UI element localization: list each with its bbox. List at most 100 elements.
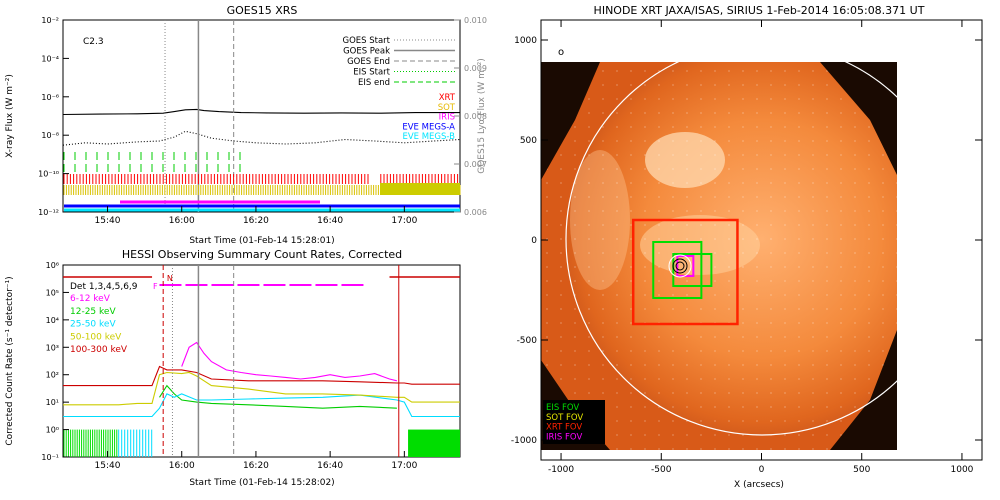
goes-y2tick-label: 0.006	[464, 208, 487, 217]
fov-box-1	[652, 241, 703, 299]
hinode-ytick-label: 1000	[514, 36, 537, 46]
hessi-ytick-label: 10³	[46, 343, 59, 352]
goes-title: GOES15 XRS	[227, 4, 298, 17]
hinode-panel: HINODE XRT JAXA/ISAS, SIRIUS 1-Feb-2014 …	[511, 4, 983, 490]
hessi-ytick-label: 10⁵	[46, 288, 59, 297]
hessi-legend-label: 6-12 keV	[70, 294, 111, 304]
hessi-ylabel: Corrected Count Rate (s⁻¹ detector⁻¹)	[5, 276, 15, 445]
hessi-xtick-label: 16:40	[317, 461, 343, 471]
goes-legend-label: EVE MEGS-B	[402, 132, 455, 142]
hessi-xtick-label: 15:40	[95, 461, 121, 471]
dark-corner-se	[830, 330, 897, 450]
goes-y2label: GOES15 Lyα Flux (W m⁻²)	[477, 58, 487, 174]
contour-mid	[672, 258, 688, 274]
hinode-corner-marker: o	[558, 47, 564, 58]
goes-y2tick-label: 0.007	[464, 160, 487, 169]
goes-ytick-label: 10⁻⁸	[41, 131, 59, 140]
hinode-legend-label: XRT FOV	[546, 423, 582, 433]
goes-ylabel: X-ray Flux (W m⁻²)	[5, 74, 15, 158]
goes-legend-label: GOES Peak	[343, 47, 390, 57]
goes-axes: 15:40 16:00 16:20 16:40 17:00 10⁻¹² 10⁻¹⁰ 10⁻⁸ 1…	[38, 16, 487, 226]
goes-legend-label: GOES End	[347, 57, 390, 67]
goes-legend-label: XRT	[439, 93, 456, 103]
hessi-xlabel: Start Time (01-Feb-14 15:28:02)	[189, 478, 334, 488]
hinode-image	[541, 62, 897, 450]
goes-ytick-label: 10⁻⁴	[41, 54, 59, 63]
hessi-legend-label: 25-50 keV	[70, 320, 116, 330]
goes-panel: GOES15 XRS 15:40 16:00 16:20 16:40 17:00 10⁻¹…	[5, 4, 487, 246]
goes-xtick-label: 16:00	[169, 216, 195, 226]
goes-legend-label: GOES Start	[342, 36, 390, 46]
hinode-legend-label: EIS FOV	[546, 403, 579, 413]
hessi-ytick-label: 10⁴	[46, 316, 59, 325]
hinode-xtick-label: 500	[853, 465, 870, 475]
hessi-ytick-label: 10²	[46, 371, 59, 380]
hinode-legend-label: SOT FOV	[546, 413, 583, 423]
goes-legend-label: EIS Start	[353, 68, 390, 78]
hessi-legend-label: 100-300 keV	[70, 345, 128, 355]
hinode-xlabel: X (arcsecs)	[734, 480, 784, 490]
hinode-ytick-label: 0	[531, 236, 537, 246]
fov-box-0	[631, 218, 739, 326]
solar-limb	[565, 62, 897, 436]
goes-y2tick-label: 0.010	[464, 16, 487, 25]
hinode-xtick-label: -500	[651, 465, 672, 475]
goes-marks	[62, 20, 461, 212]
fov-box-2	[672, 253, 713, 287]
hessi-ytick-label: 10⁰	[46, 426, 59, 435]
dark-corner-nw	[541, 62, 600, 180]
hinode-xtick-label: -1000	[548, 465, 574, 475]
goes-legend-label: EVE MEGS-A	[402, 122, 455, 132]
goes-ytick-label: 10⁻⁶	[41, 93, 59, 102]
hinode-xtick-label: 0	[759, 465, 765, 475]
goes-xtick-label: 16:40	[317, 216, 343, 226]
dark-corner-ne	[820, 62, 897, 175]
hinode-title: HINODE XRT JAXA/ISAS, SIRIUS 1-Feb-2014 …	[594, 4, 925, 17]
goes-ytick-label: 10⁻¹⁰	[38, 170, 59, 179]
goes-series-line-0	[62, 108, 460, 116]
goes-legend-label: IRIS	[439, 113, 455, 123]
hinode-ytick-label: -1000	[511, 436, 537, 446]
goes-flare-class: C2.3	[83, 37, 104, 47]
goes-series-line-1	[62, 130, 461, 146]
goes-xlabel: Start Time (01-Feb-14 15:28:01)	[189, 236, 334, 246]
hinode-legend-bg	[543, 400, 605, 444]
contour-inner	[675, 261, 685, 271]
hessi-ytick-label: 10⁶	[46, 261, 59, 270]
hessi-series-line-3	[63, 371, 460, 406]
goes-y2tick-label: 0.009	[464, 64, 487, 73]
hessi-series-line-2	[63, 393, 460, 418]
hessi-green-block	[408, 429, 460, 457]
goes-y2tick-label: 0.008	[464, 112, 487, 121]
hessi-axes: 15:40 16:00 16:20 16:40 17:00 10⁻¹ 10⁰ 10¹ 10² 10…	[41, 261, 417, 471]
hessi-series-line-4	[63, 365, 460, 387]
hessi-series-line-0	[181, 341, 398, 382]
hinode-axes: -1000 -500 0 500 1000 1000 500 0 -500 -1000	[511, 20, 982, 475]
hessi-legend-label: 50-100 keV	[70, 332, 122, 342]
hinode-xtick-label: 1000	[951, 465, 974, 475]
coordinate-grid	[541, 62, 897, 450]
hessi-plot-frame	[62, 264, 461, 458]
fov-boxes	[631, 218, 739, 326]
hessi-ytick-label: 10⁻¹	[41, 453, 59, 462]
goes-ytick-label: 10⁻¹²	[38, 208, 59, 217]
goes-legend-label: SOT	[438, 103, 456, 113]
hessi-flag-N: N	[167, 274, 173, 283]
hessi-legend: 6-12 keV 12-25 keV 25-50 keV 50-100 keV 100-…	[70, 294, 128, 355]
hessi-panel: HESSI Observing Summary Count Rates, Cor…	[5, 248, 461, 488]
flare-contours	[668, 254, 692, 278]
hessi-flag-F: F	[153, 282, 158, 291]
hessi-xtick-label: 17:00	[391, 461, 417, 471]
goes-xtick-label: 17:00	[391, 216, 417, 226]
contour-outer	[668, 254, 692, 278]
goes-xtick-label: 15:40	[95, 216, 121, 226]
hessi-legend-label: 12-25 keV	[70, 307, 116, 317]
goes-ytick-label: 10⁻²	[41, 16, 59, 25]
goes-legend-label: EIS end	[358, 78, 390, 88]
goes-xtick-label: 16:20	[243, 216, 269, 226]
hessi-xtick-label: 16:20	[243, 461, 269, 471]
hinode-ytick-label: -500	[517, 336, 538, 346]
